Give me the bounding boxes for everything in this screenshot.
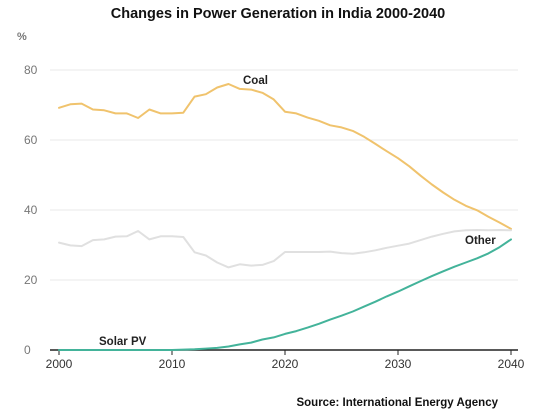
chart-title: Changes in Power Generation in India 200… [110,6,446,22]
y-tick-label: 20 [24,273,38,287]
series-labels: Coal Other Solar PV [99,75,496,348]
x-tick-label: 2010 [159,357,186,371]
x-tick-label: 2000 [46,357,73,371]
gridlines [50,69,518,281]
y-tick-labels: 0 20 40 60 80 [24,63,38,357]
series-lines [58,83,512,351]
series-label-coal: Coal [243,75,268,87]
x-axis: 2000 2010 2020 2030 2040 [46,349,525,371]
series-line-solar-pv [58,238,512,351]
y-tick-label: 80 [24,63,38,77]
x-tick-label: 2020 [272,357,299,371]
x-tick-label: 2040 [498,357,525,371]
series-line-coal [58,83,512,230]
y-tick-label: 60 [24,133,38,147]
y-axis-unit-label: % [17,31,27,43]
source-caption: Source: International Energy Agency [296,397,498,409]
y-tick-label: 40 [24,203,38,217]
series-line-other [58,229,512,269]
series-label-other: Other [465,235,496,247]
series-label-solar-pv: Solar PV [99,336,147,348]
x-tick-label: 2030 [385,357,412,371]
y-tick-label: 0 [24,343,31,357]
